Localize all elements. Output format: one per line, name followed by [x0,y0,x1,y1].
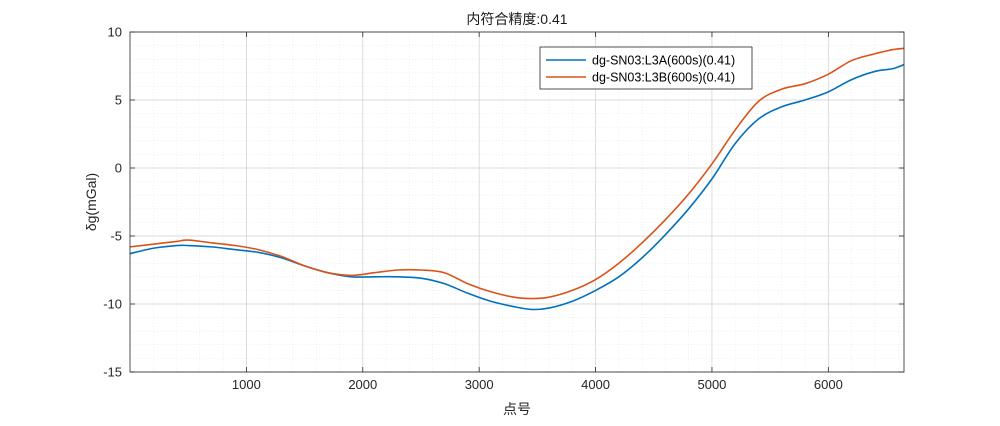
plot-frame [129,31,905,373]
y-tick-label: -15 [103,365,122,380]
y-axis-label: δg(mGal) [83,173,99,231]
chart-title: 内符合精度:0.41 [466,11,567,27]
x-axis-label: 点号 [503,401,531,417]
y-tick-labels: -15 -10 -5 0 5 10 [103,25,122,380]
y-tick-label: -5 [110,229,122,244]
minor-grid [130,32,904,372]
series-line-l3a [129,63,905,311]
ticks-layer [130,31,904,373]
legend-box [539,46,753,90]
series-layer [129,47,905,311]
x-tick-label: 2000 [348,377,377,392]
series-line-l3b [129,47,905,300]
x-tick-labels: 1000 2000 3000 4000 5000 6000 [232,377,843,392]
x-tick-label: 6000 [814,377,843,392]
legend-label-l3a: dg-SN03:L3A(600s)(0.41) [592,54,735,68]
plot-area [130,32,904,372]
legend-label-l3b: dg-SN03:L3B(600s)(0.41) [592,71,735,85]
y-tick-label: 0 [115,161,122,176]
x-tick-label: 1000 [232,377,261,392]
x-tick-label: 4000 [581,377,610,392]
x-tick-label: 5000 [697,377,726,392]
y-tick-label: 10 [108,25,122,40]
y-tick-label: -10 [103,297,122,312]
x-tick-label: 3000 [465,377,494,392]
legend: dg-SN03:L3A(600s)(0.41) dg-SN03:L3B(600s… [539,46,753,90]
y-tick-label: 5 [115,93,122,108]
